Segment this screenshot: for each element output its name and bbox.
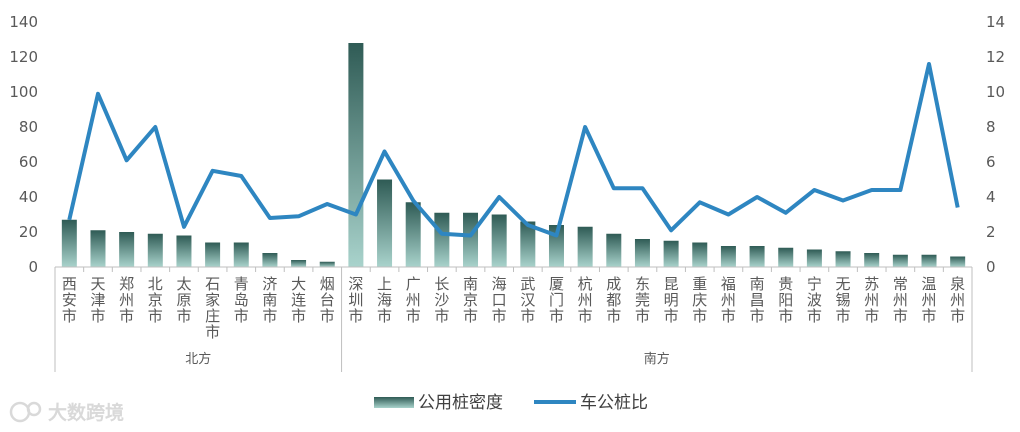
bar <box>835 251 851 267</box>
category-label: 武汉市 <box>520 275 535 325</box>
x-axis <box>54 266 973 372</box>
category-label: 上海市 <box>377 275 392 325</box>
category-label: 福州市 <box>721 275 736 325</box>
category-label: 泉州市 <box>950 275 965 325</box>
left-axis-ticks: 0 20 40 60 80 100 120 140 <box>9 13 38 276</box>
left-tick-label: 140 <box>9 13 38 31</box>
left-tick-label: 100 <box>9 83 38 101</box>
bar <box>463 212 479 267</box>
category-label: 贵阳市 <box>778 275 793 325</box>
watermark-logo-icon <box>9 401 31 423</box>
legend: 公用桩密度 车公桩比 <box>374 393 648 413</box>
category-label: 济南市 <box>262 275 277 325</box>
category-label: 北京市 <box>148 275 163 325</box>
bar <box>692 242 708 267</box>
category-label: 西安市 <box>62 275 77 325</box>
category-label: 青岛市 <box>234 275 249 325</box>
watermark: 大数跨境 <box>9 401 124 424</box>
bar <box>262 253 278 267</box>
group-label: 北方 <box>185 351 211 367</box>
bar <box>119 232 135 267</box>
category-label: 东莞市 <box>635 275 650 325</box>
left-tick-label: 80 <box>19 118 38 136</box>
category-label: 石家庄市 <box>205 275 220 341</box>
category-label: 无锡市 <box>836 275 851 325</box>
right-axis-ticks: 0 2 4 6 8 10 12 14 <box>986 13 1005 276</box>
right-tick-label: 4 <box>986 188 996 206</box>
left-tick-label: 120 <box>9 48 38 66</box>
bar <box>864 253 880 267</box>
bar <box>319 261 335 267</box>
right-tick-label: 14 <box>986 13 1005 31</box>
category-label: 广州市 <box>406 275 421 325</box>
legend-line-label: 车公桩比 <box>580 393 648 413</box>
bar <box>577 226 593 267</box>
group-labels: 北方 南方 <box>185 351 670 367</box>
group-label: 南方 <box>644 351 670 367</box>
bar <box>205 242 221 267</box>
right-tick-label: 6 <box>986 153 996 171</box>
left-tick-label: 20 <box>19 223 38 241</box>
watermark-text: 大数跨境 <box>48 401 124 424</box>
bar <box>377 179 393 267</box>
category-label: 重庆市 <box>692 275 707 325</box>
bar <box>291 260 307 267</box>
bar <box>434 212 450 267</box>
bar <box>749 246 765 267</box>
bar-series <box>61 43 966 267</box>
bar <box>663 240 679 267</box>
bar <box>147 233 163 267</box>
category-label: 海口市 <box>492 275 507 325</box>
legend-bar-swatch <box>374 397 414 408</box>
category-label: 昆明市 <box>664 275 679 325</box>
category-label: 大连市 <box>291 275 306 325</box>
bar <box>405 202 421 267</box>
category-label: 长沙市 <box>434 275 449 325</box>
right-tick-label: 2 <box>986 223 996 241</box>
category-label: 天津市 <box>90 275 105 325</box>
category-label: 太原市 <box>176 275 191 325</box>
line-path <box>67 62 960 238</box>
bar <box>520 221 536 267</box>
right-tick-label: 10 <box>986 83 1005 101</box>
category-label: 烟台市 <box>320 275 335 325</box>
category-label: 温州市 <box>922 275 937 325</box>
legend-bar-label: 公用桩密度 <box>418 393 503 413</box>
category-label: 常州市 <box>893 275 908 325</box>
category-label: 厦门市 <box>549 275 564 325</box>
bar <box>61 219 77 267</box>
bar <box>892 254 908 267</box>
right-tick-label: 0 <box>986 258 996 276</box>
category-label: 苏州市 <box>864 275 879 325</box>
bar <box>950 256 966 267</box>
left-tick-label: 0 <box>28 258 38 276</box>
bar <box>606 233 622 267</box>
right-tick-label: 8 <box>986 118 996 136</box>
bar <box>233 242 249 267</box>
bar <box>90 230 106 267</box>
bar <box>491 214 507 267</box>
right-tick-label: 12 <box>986 48 1005 66</box>
bar <box>806 249 822 267</box>
category-label: 杭州市 <box>578 275 593 325</box>
category-label: 南京市 <box>463 275 478 325</box>
category-label: 宁波市 <box>807 275 822 325</box>
bar <box>921 254 937 267</box>
bar <box>348 43 364 267</box>
category-label: 成都市 <box>606 275 621 325</box>
category-label: 郑州市 <box>119 275 134 325</box>
left-tick-label: 60 <box>19 153 38 171</box>
left-tick-label: 40 <box>19 188 38 206</box>
category-label: 南昌市 <box>750 275 765 325</box>
bar <box>720 246 736 267</box>
bar <box>778 247 794 267</box>
line-series <box>67 62 960 238</box>
category-labels: 西安市天津市郑州市北京市太原市石家庄市青岛市济南市大连市烟台市深圳市上海市广州市… <box>62 275 965 341</box>
bar <box>634 239 650 267</box>
bar <box>176 235 192 267</box>
category-label: 深圳市 <box>348 275 363 325</box>
